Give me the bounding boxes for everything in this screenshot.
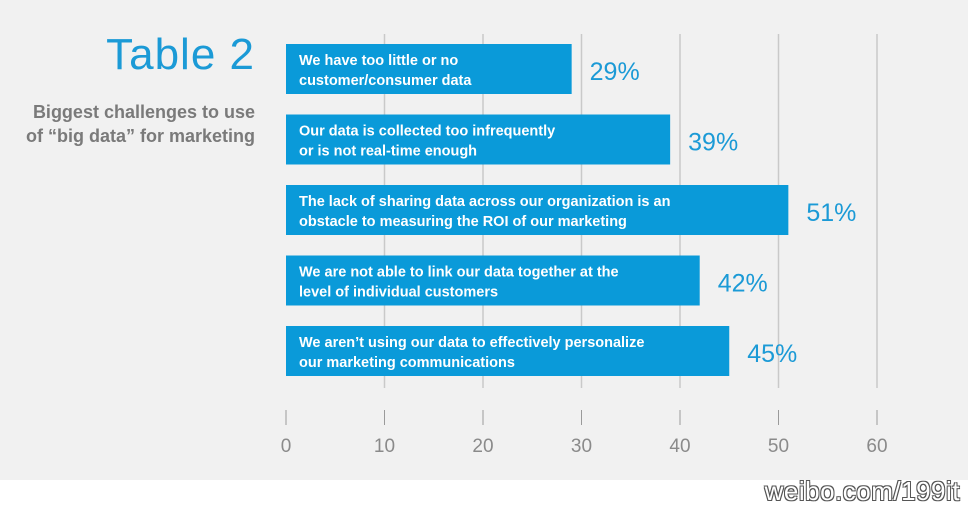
tick-label: 40: [669, 436, 690, 457]
tick-label: 30: [571, 436, 592, 457]
chart-title: Table 2: [106, 30, 255, 79]
tick-label: 50: [768, 436, 789, 457]
subtitle-line: Biggest challenges to use: [32, 102, 255, 122]
watermark: weibo.com/199it: [764, 476, 960, 506]
data-label: 29%: [590, 58, 640, 86]
bar-chart: 0 10 20 30 40 50 60 We have too little or no cus…: [281, 34, 888, 457]
bar-category-label: our marketing communications: [299, 355, 515, 371]
bar: [286, 326, 730, 376]
bar-category-label: Our data is collected too infrequently: [299, 124, 555, 140]
tick-label: 10: [374, 436, 395, 457]
bar-category-label: We aren’t using our data to effectively …: [299, 335, 644, 351]
data-label: 42%: [718, 270, 768, 298]
data-label: 39%: [688, 129, 738, 157]
bar-category-label: obstacle to measuring the ROI of our mar…: [299, 214, 627, 230]
chart-subtitle: Biggest challenges to use of “big data” …: [20, 100, 255, 148]
bar: [286, 114, 671, 165]
bar: [286, 44, 572, 94]
bar-category-label: or is not real-time enough: [299, 144, 477, 160]
tick-label: 0: [281, 436, 292, 457]
data-label: 51%: [806, 199, 856, 227]
bar-category-label: level of individual customers: [299, 285, 498, 301]
bar: [286, 185, 789, 235]
bar-category-label: customer/consumer data: [299, 73, 472, 89]
bar-category-label: We are not able to link our data togethe…: [299, 265, 619, 281]
bar-category-label: The lack of sharing data across our orga…: [299, 194, 670, 210]
bar-category-label: We have too little or no: [299, 53, 458, 69]
bar: [286, 255, 700, 306]
data-label: 45%: [747, 340, 797, 368]
tick-label: 20: [472, 436, 493, 457]
tick-label: 60: [866, 436, 887, 457]
subtitle-line: of “big data” for marketing: [25, 126, 255, 146]
